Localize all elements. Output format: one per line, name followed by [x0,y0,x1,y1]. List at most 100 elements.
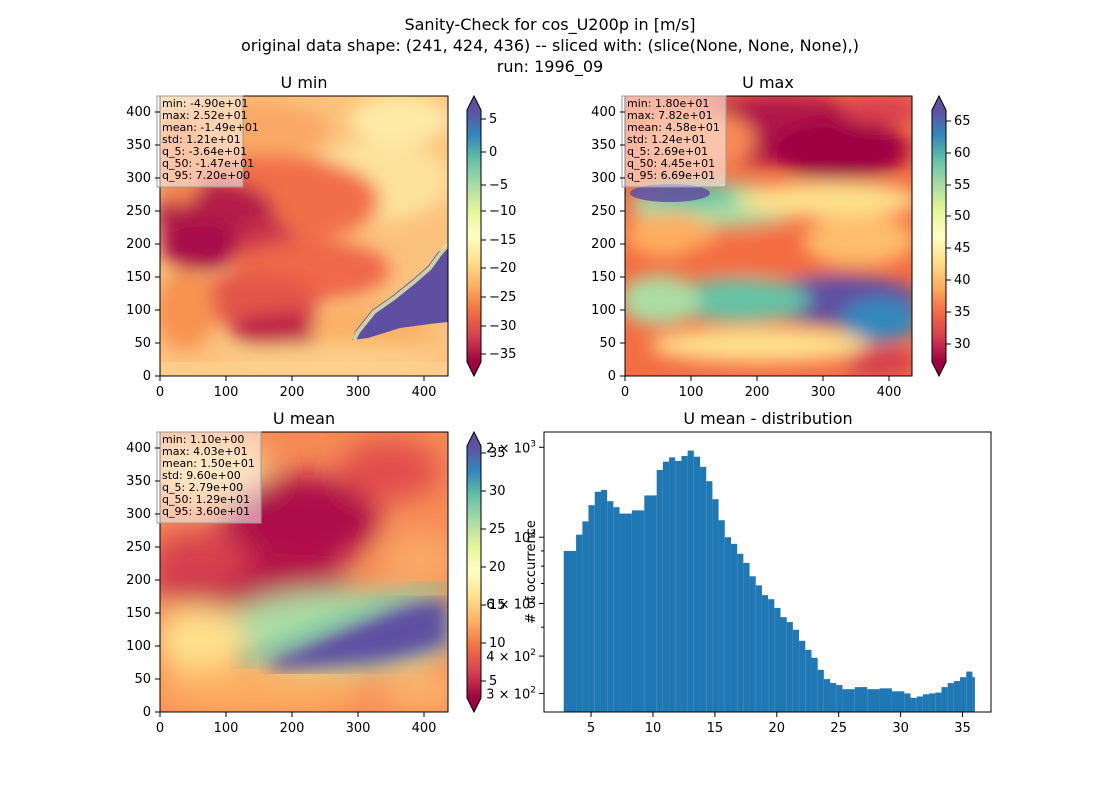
y-tick-label: 100 [591,303,616,318]
histogram-bar [966,671,973,712]
stats-line: q_95: 7.20e+00 [162,169,250,182]
x-tick-label: 300 [346,385,371,400]
colorbar-tick-label: −10 [489,204,516,219]
stats-line: min: 1.80e+01 [627,97,709,110]
stats-line: mean: 1.50e+01 [162,457,255,470]
histogram-bar [960,677,967,712]
histogram-bar [867,689,880,712]
histogram-bar [786,622,793,712]
histogram-bar [563,550,577,712]
histogram-bar [922,694,930,712]
histogram-bar [823,679,831,712]
x-tick-label: 0 [621,385,629,400]
x-tick-label: 300 [346,721,371,736]
y-tick-label: 300 [591,171,616,186]
histogram-bar [594,491,601,712]
x-tick-label: 5 [587,721,595,736]
histogram-bars [563,450,975,712]
colorbar-tick-label: 10 [489,636,506,651]
x-axis: 0 100 200 300 400 [621,376,901,400]
plot-frame [159,431,449,713]
panel-u-mean-distribution: U mean - distribution # of occurrence 5 1… [486,409,992,736]
colorbar-tick-label: −25 [489,290,516,305]
histogram-bar [749,576,756,712]
heatmap-field [160,432,448,712]
colorbar-tick-label: 40 [954,273,971,288]
histogram-bar [768,599,775,712]
histogram-bar [854,687,868,712]
colorbar-tick-label: −30 [489,319,516,334]
stats-line: min: -4.90e+01 [162,97,248,110]
histogram-bar [916,696,923,712]
x-tick-label: 200 [280,721,305,736]
x-tick-label: 25 [830,721,847,736]
stats-line: q_5: -3.64e+01 [162,145,247,158]
histogram-bar [836,685,843,712]
histogram-bar [582,521,589,712]
histogram-bar [669,457,676,712]
histogram-bar [947,683,954,712]
y-tick-label: 350 [591,138,616,153]
stats-line: max: 4.03e+01 [162,445,248,458]
histogram-bar [941,687,948,712]
stats-line: q_95: 3.60e+01 [162,505,250,518]
histogram-bar [891,691,905,712]
colorbar: 65 60 55 50 45 40 35 30 [931,94,971,378]
y-tick-label: 50 [134,672,151,687]
histogram-bar [681,456,688,712]
colorbar-tick-label: 30 [489,484,506,499]
panel-u-min: U min [126,73,516,400]
x-tick-label: 200 [745,385,770,400]
histogram-bar [811,657,818,712]
stats-line: max: 2.52e+01 [162,109,248,122]
panel-title: U mean - distribution [683,409,852,428]
histogram-bar [805,649,812,712]
y-tick-label: 150 [126,606,151,621]
stats-line: mean: -1.49e+01 [162,121,259,134]
histogram-bar [712,499,719,712]
colorbar-tick-label: 30 [954,337,971,352]
y-tick-label: 100 [126,639,151,654]
plot-frame [159,95,449,377]
y-tick-label: 2 × 103 [486,439,536,456]
x-tick-label: 10 [645,721,662,736]
histogram-bar [737,553,744,712]
y-tick-label: 350 [126,138,151,153]
suptitle-line-1: Sanity-Check for cos_U200p in [m/s] [404,15,695,35]
stats-line: std: 1.21e+01 [162,133,241,146]
x-tick-label: 15 [707,721,724,736]
colorbar-tick-label: −15 [489,233,516,248]
histogram-bar [743,562,750,712]
x-tick-label: 400 [412,721,437,736]
stats-box: min: 1.10e+00 max: 4.03e+01 mean: 1.50e+… [156,431,262,524]
colorbar-tick-label: −5 [489,178,508,193]
panel-u-max: U max [591,73,970,400]
y-tick-label: 50 [134,336,151,351]
stats-line: q_5: 2.79e+00 [162,481,243,494]
histogram-bar [607,501,614,712]
colorbar-tick-label: 65 [954,114,971,129]
y-tick-label: 400 [591,105,616,120]
y-tick-label: 250 [126,540,151,555]
y-tick-label: 400 [126,441,151,456]
histogram-bar [780,617,787,712]
y-tick-label: 3 × 102 [486,685,536,702]
stats-line: q_5: 2.69e+01 [627,145,708,158]
panel-title: U max [742,73,794,92]
histogram-bar [656,469,663,712]
colorbar-tick-label: 35 [954,305,971,320]
histogram-bar [588,505,595,712]
histogram-bar [972,677,975,712]
y-tick-label: 150 [126,270,151,285]
histogram-bar [953,681,961,712]
stats-line: std: 9.60e+00 [162,469,241,482]
colorbar-tick-label: 45 [954,241,971,256]
y-tick-label: 200 [126,237,151,252]
plot-frame [624,95,913,377]
histogram-bar [687,450,694,712]
stats-line: min: 1.10e+00 [162,433,244,446]
stats-line: mean: 4.58e+01 [627,121,720,134]
histogram-bar [755,585,762,712]
stats-line: q_50: -1.47e+01 [162,157,254,170]
